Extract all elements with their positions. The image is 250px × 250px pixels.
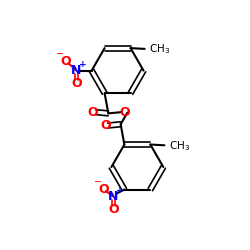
Text: CH$_3$: CH$_3$ <box>169 139 190 153</box>
Text: O: O <box>100 119 111 132</box>
Text: O: O <box>119 106 130 119</box>
Text: O: O <box>60 55 71 68</box>
Text: N: N <box>108 190 118 203</box>
Text: −: − <box>94 177 102 187</box>
Text: +: + <box>116 186 123 195</box>
Text: O: O <box>98 182 109 196</box>
Text: O: O <box>71 77 82 90</box>
Text: CH$_3$: CH$_3$ <box>149 42 170 56</box>
Text: N: N <box>71 64 82 77</box>
Text: +: + <box>79 60 86 69</box>
Text: O: O <box>108 203 118 216</box>
Text: −: − <box>56 49 64 59</box>
Text: O: O <box>88 106 98 119</box>
